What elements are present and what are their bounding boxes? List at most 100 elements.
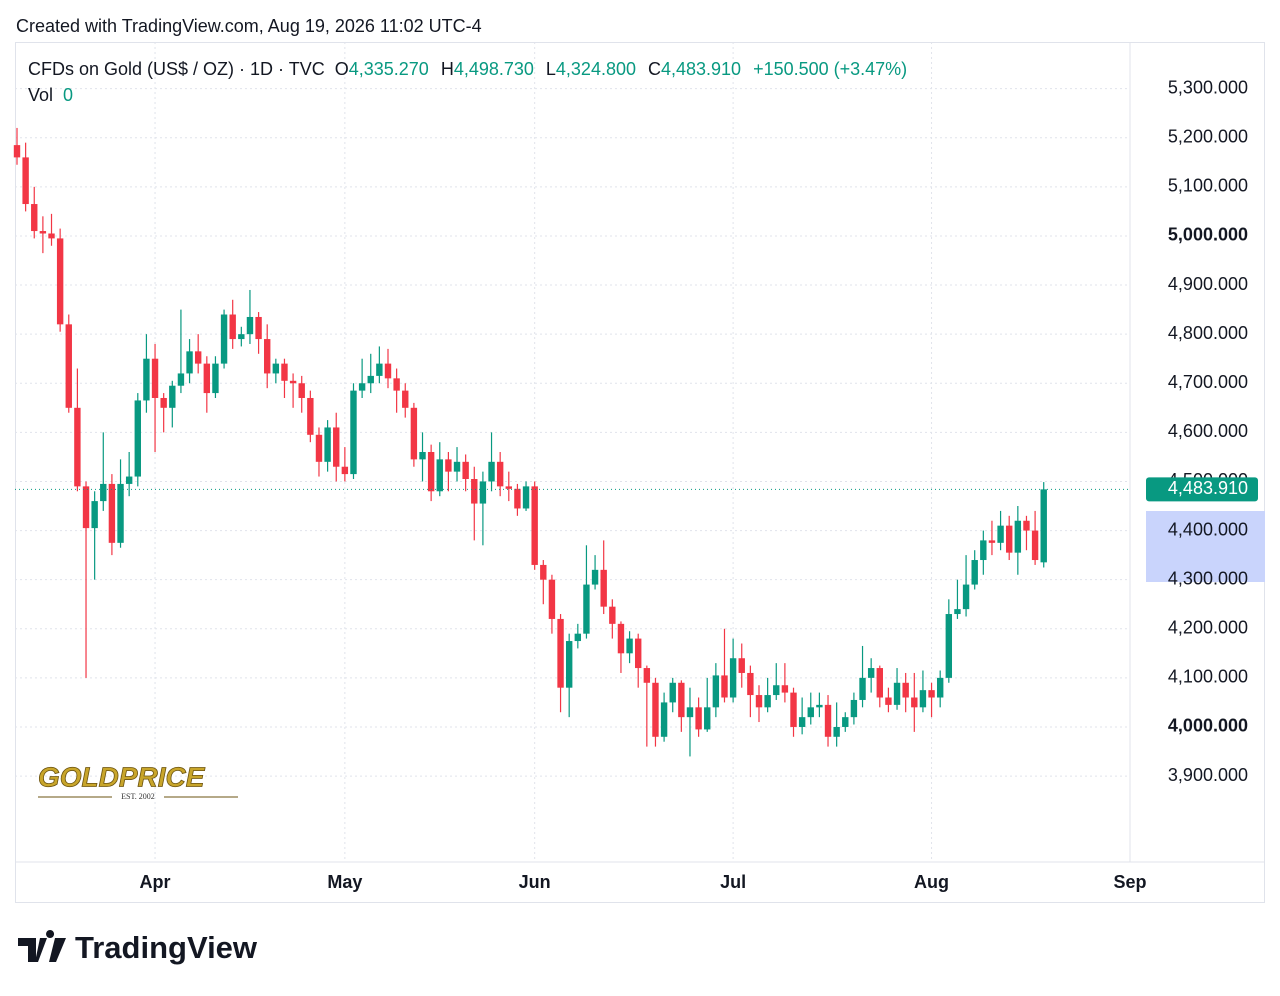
- candle-body: [626, 638, 633, 654]
- candle-body: [56, 238, 64, 325]
- candle-body: [505, 486, 512, 489]
- candle-body: [695, 707, 702, 730]
- candle-body: [669, 682, 676, 703]
- candle-body: [807, 707, 814, 718]
- candle-body: [954, 609, 961, 615]
- candle-body: [82, 486, 90, 529]
- last-price-label: 4,483.910: [1168, 478, 1248, 498]
- y-tick-label: 5,000.000: [1168, 225, 1248, 245]
- candle-body: [272, 363, 280, 374]
- candle-body: [1023, 520, 1030, 531]
- candle-body: [212, 363, 219, 394]
- x-tick-label: Sep: [1113, 872, 1146, 892]
- legend-key: L: [546, 59, 556, 79]
- x-tick-label: Jul: [720, 872, 746, 892]
- footer-logo: TradingView: [18, 930, 258, 965]
- candle-body: [384, 363, 392, 379]
- legend-row: Vol 0: [28, 85, 73, 105]
- candle-body: [186, 351, 193, 374]
- candle-body: [548, 579, 556, 619]
- candle-body: [281, 363, 288, 381]
- candle-body: [988, 540, 996, 543]
- legend-value: 4,324.800: [556, 59, 636, 79]
- candle-body: [462, 461, 469, 480]
- x-tick-label: Apr: [140, 872, 171, 892]
- candle-body: [74, 407, 81, 487]
- y-tick-label: 4,200.000: [1168, 618, 1248, 638]
- candle-body: [859, 677, 866, 700]
- legend-value: 4,335.270: [349, 59, 429, 79]
- candle-body: [919, 690, 927, 708]
- legend-value: 0: [63, 85, 73, 105]
- x-tick-label: Jun: [519, 872, 551, 892]
- candle-body: [911, 697, 918, 708]
- candle-body: [997, 525, 1004, 543]
- candle-body: [22, 157, 29, 205]
- candle-body: [117, 483, 124, 543]
- candle-body: [341, 466, 349, 475]
- candle-body: [91, 501, 98, 529]
- candle-body: [1031, 530, 1039, 561]
- y-tick-label: 5,100.000: [1168, 176, 1248, 196]
- candle-body: [617, 623, 625, 654]
- candle-body: [893, 682, 901, 705]
- y-tick-label: 4,800.000: [1168, 323, 1248, 343]
- candle-body: [574, 633, 582, 642]
- crosshair-highlight: [1146, 511, 1265, 582]
- candle-body: [652, 682, 659, 737]
- candle-body: [1014, 520, 1022, 553]
- candle-body: [393, 378, 400, 391]
- candle-body: [315, 434, 323, 462]
- candle-body: [1040, 489, 1047, 563]
- y-tick-label: 4,300.000: [1168, 568, 1248, 588]
- candle-body: [229, 314, 236, 340]
- watermark-est: EST. 2002: [121, 792, 155, 801]
- candle-body: [1006, 525, 1013, 553]
- candle-body: [402, 390, 409, 408]
- candle-body: [65, 324, 72, 408]
- candle-body: [453, 461, 461, 472]
- candle-body: [108, 483, 116, 543]
- candle-body: [660, 702, 668, 737]
- candle-body: [790, 692, 797, 727]
- candle-body: [686, 707, 694, 718]
- x-tick-label: May: [327, 872, 362, 892]
- candle-body: [488, 461, 495, 482]
- candle-body: [220, 314, 228, 364]
- candle-body: [289, 380, 297, 384]
- y-tick-label: 5,200.000: [1168, 126, 1248, 146]
- candle-body: [850, 699, 858, 718]
- candle-body: [928, 690, 935, 698]
- y-tick-label: 4,900.000: [1168, 274, 1248, 294]
- candle-body: [246, 316, 254, 335]
- legend-key: C: [648, 59, 661, 79]
- candle-body: [31, 204, 38, 232]
- candle-body: [704, 707, 711, 730]
- candle-body: [333, 427, 340, 467]
- candle-body: [540, 564, 547, 580]
- candle-body: [712, 675, 720, 708]
- candle-body: [134, 400, 141, 477]
- legend-key: O: [335, 59, 349, 79]
- candle-body: [643, 668, 651, 683]
- candle-body: [307, 397, 314, 435]
- candle-body: [522, 486, 530, 509]
- y-tick-label: 3,900.000: [1168, 765, 1248, 785]
- candle-body: [635, 638, 642, 669]
- candle-body: [945, 614, 953, 678]
- candle-body: [781, 685, 789, 693]
- y-tick-label: 4,600.000: [1168, 421, 1248, 441]
- candle-body: [885, 697, 892, 705]
- candle-body: [39, 231, 47, 234]
- candle-body: [471, 479, 478, 504]
- candle-body: [100, 483, 107, 502]
- candle-body: [565, 641, 573, 688]
- legend-change: +150.500 (+3.47%): [753, 59, 907, 79]
- candle-body: [514, 488, 521, 509]
- candle-body: [203, 363, 211, 394]
- candle-body: [531, 486, 538, 565]
- candle-body: [747, 672, 754, 696]
- legend-key: H: [441, 59, 454, 79]
- candle-body: [350, 390, 357, 475]
- candle-body: [13, 145, 21, 158]
